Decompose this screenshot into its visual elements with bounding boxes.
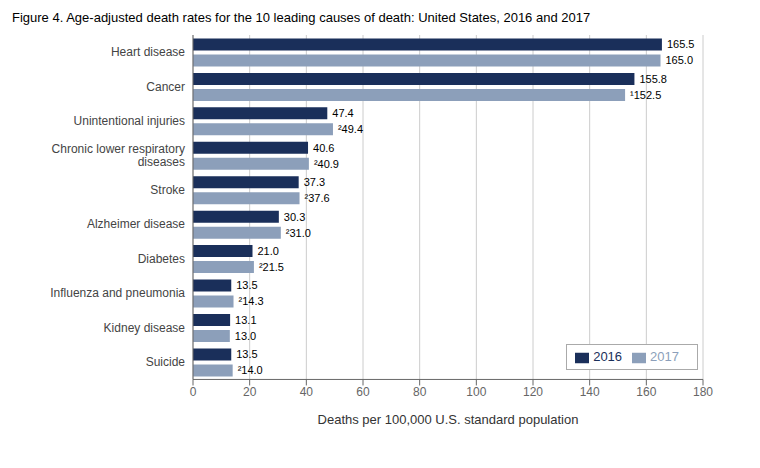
svg-text:180: 180 bbox=[693, 385, 713, 399]
svg-text:Cancer: Cancer bbox=[146, 80, 185, 94]
svg-text:40: 40 bbox=[300, 385, 314, 399]
html-text:Figure 4. Age-adjusted death r: Figure 4. Age-adjusted death rates for t… bbox=[12, 10, 591, 25]
svg-text:Diabetes: Diabetes bbox=[138, 252, 185, 266]
svg-text:Deaths per 100,000 U.S. standa: Deaths per 100,000 U.S. standard populat… bbox=[318, 412, 579, 427]
html-text:2017: 2017 bbox=[650, 349, 679, 365]
svg-text:47.4: 47.4 bbox=[332, 107, 353, 119]
svg-text:Kidney disease: Kidney disease bbox=[104, 321, 186, 335]
svg-text:Suicide: Suicide bbox=[146, 355, 186, 369]
svg-text:140: 140 bbox=[580, 385, 600, 399]
html-text:2016: 2016 bbox=[593, 349, 623, 365]
svg-text:165.0: 165.0 bbox=[666, 54, 694, 66]
svg-text:100: 100 bbox=[466, 385, 486, 399]
svg-text:60: 60 bbox=[356, 385, 370, 399]
svg-text:Alzheimer disease: Alzheimer disease bbox=[87, 217, 185, 231]
svg-text:²37.6: ²37.6 bbox=[305, 192, 330, 204]
svg-text:13.1: 13.1 bbox=[235, 314, 256, 326]
svg-text:40.6: 40.6 bbox=[313, 142, 334, 154]
svg-text:Chronic lower respiratory dis: Chronic lower respiratory diseases bbox=[52, 142, 185, 169]
svg-text:13.5: 13.5 bbox=[236, 279, 257, 291]
svg-text:²40.9: ²40.9 bbox=[314, 158, 339, 170]
svg-text:²14.3: ²14.3 bbox=[239, 295, 264, 307]
svg-text:80: 80 bbox=[413, 385, 427, 399]
svg-text:165.5: 165.5 bbox=[667, 38, 695, 50]
svg-text:0: 0 bbox=[190, 385, 197, 399]
svg-text:Heart disease: Heart disease bbox=[111, 45, 185, 59]
svg-text:13.5: 13.5 bbox=[236, 348, 257, 360]
svg-text:20: 20 bbox=[243, 385, 257, 399]
svg-text:²14.0: ²14.0 bbox=[238, 364, 263, 376]
svg-text:¹152.5: ¹152.5 bbox=[630, 89, 661, 101]
svg-text:²21.5: ²21.5 bbox=[259, 261, 284, 273]
svg-text:Unintentional injuries: Unintentional injuries bbox=[74, 114, 185, 128]
svg-text:²49.4: ²49.4 bbox=[338, 123, 363, 135]
svg-text:²31.0: ²31.0 bbox=[286, 227, 311, 239]
svg-text:37.3: 37.3 bbox=[304, 176, 325, 188]
svg-text:160: 160 bbox=[636, 385, 656, 399]
svg-text:Influenza and pneumonia: Influenza and pneumonia bbox=[50, 286, 185, 300]
svg-text:155.8: 155.8 bbox=[639, 73, 667, 85]
svg-text:Stroke: Stroke bbox=[150, 183, 185, 197]
svg-text:30.3: 30.3 bbox=[284, 211, 305, 223]
svg-text:13.0: 13.0 bbox=[235, 330, 256, 342]
svg-text:120: 120 bbox=[523, 385, 543, 399]
svg-text:21.0: 21.0 bbox=[258, 245, 279, 257]
